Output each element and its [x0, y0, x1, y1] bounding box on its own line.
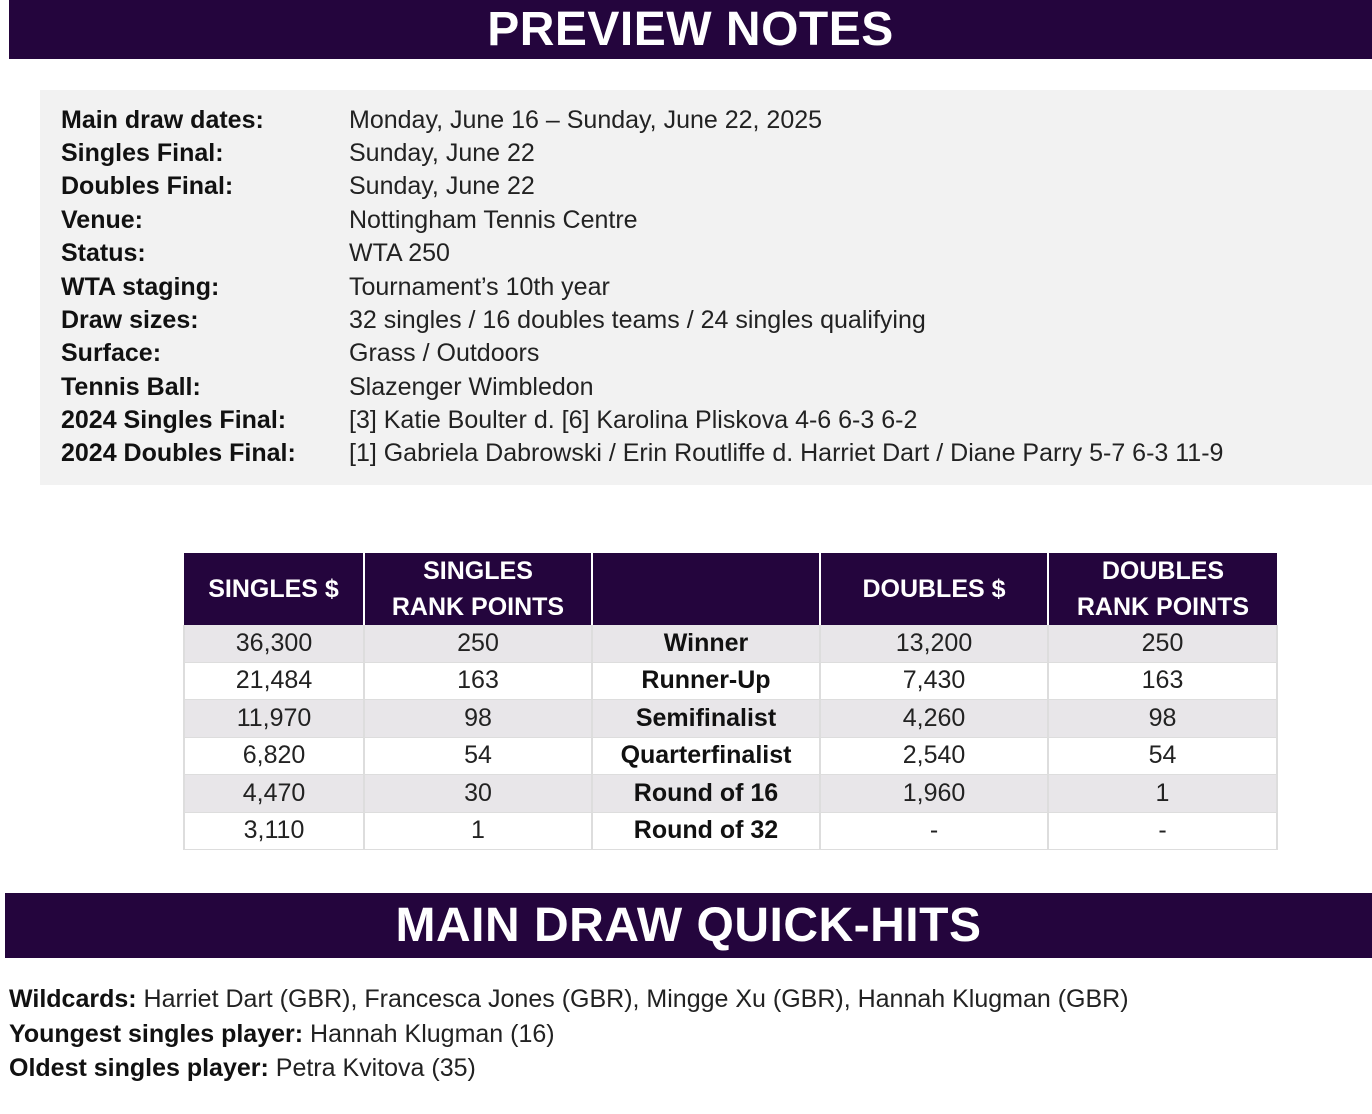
cell-singles-money: 11,970 [183, 699, 365, 738]
info-label: Doubles Final: [61, 172, 234, 200]
info-label: Surface: [61, 339, 162, 367]
cell-doubles-money: 13,200 [820, 625, 1049, 663]
cell-singles-points: 54 [364, 737, 593, 775]
table-row: 21,484 163 Runner-Up 7,430 163 [183, 662, 1278, 700]
quick-hit-label: Wildcards: [9, 985, 137, 1013]
header-doubles-points-line1: DOUBLES [1101, 557, 1225, 585]
header-singles-money-label: SINGLES $ [208, 575, 339, 603]
cell-singles-money: 3,110 [183, 812, 365, 850]
info-label: Main draw dates: [61, 106, 264, 134]
cell-singles-money: 36,300 [183, 625, 365, 663]
info-label: 2024 Singles Final: [61, 406, 287, 434]
cell-doubles-points: - [1048, 812, 1278, 850]
header-round [592, 553, 821, 625]
header-singles-points-line2: RANK POINTS [391, 593, 565, 621]
quick-hit-value: Petra Kvitova (35) [268, 1054, 476, 1082]
info-value: Sunday, June 22 [349, 172, 535, 200]
table-row: 3,110 1 Round of 32 - - [183, 812, 1278, 850]
cell-round: Winner [592, 625, 821, 663]
cell-singles-money: 6,820 [183, 737, 365, 775]
cell-doubles-points: 250 [1048, 625, 1278, 663]
cell-singles-points: 163 [364, 662, 593, 700]
preview-notes-banner: PREVIEW NOTES [9, 0, 1372, 59]
header-doubles-points-line2: RANK POINTS [1076, 593, 1250, 621]
header-doubles-points: DOUBLES RANK POINTS [1048, 553, 1277, 625]
info-value: Tournament’s 10th year [349, 273, 610, 301]
info-value: Sunday, June 22 [349, 139, 535, 167]
quick-hits-banner: MAIN DRAW QUICK-HITS [5, 893, 1372, 958]
cell-round: Round of 16 [592, 774, 821, 813]
header-doubles-money-label: DOUBLES $ [862, 575, 1006, 603]
info-label: Tennis Ball: [61, 373, 201, 401]
info-label: 2024 Doubles Final: [61, 439, 296, 467]
info-label: Venue: [61, 206, 143, 234]
cell-doubles-money: - [820, 812, 1049, 850]
cell-doubles-points: 98 [1048, 699, 1278, 738]
quick-hits-title: MAIN DRAW QUICK-HITS [395, 899, 982, 952]
cell-doubles-money: 1,960 [820, 774, 1049, 813]
cell-singles-points: 30 [364, 774, 593, 813]
prize-money-table: SINGLES $ SINGLES RANK POINTS DOUBLES $ … [183, 553, 1278, 850]
quick-hit-oldest: Oldest singles player: Petra Kvitova (35… [9, 1051, 476, 1085]
info-value: 32 singles / 16 doubles teams / 24 singl… [349, 306, 926, 334]
info-label: Singles Final: [61, 139, 224, 167]
preview-notes-title: PREVIEW NOTES [487, 3, 894, 56]
cell-doubles-points: 54 [1048, 737, 1278, 775]
header-singles-points: SINGLES RANK POINTS [364, 553, 593, 625]
info-label: Draw sizes: [61, 306, 199, 334]
info-value: [3] Katie Boulter d. [6] Karolina Plisko… [349, 406, 918, 434]
header-doubles-money: DOUBLES $ [820, 553, 1049, 625]
cell-doubles-money: 4,260 [820, 699, 1049, 738]
cell-singles-points: 250 [364, 625, 593, 663]
quick-hit-value: Harriet Dart (GBR), Francesca Jones (GBR… [136, 985, 1129, 1013]
cell-round: Round of 32 [592, 812, 821, 850]
cell-singles-points: 1 [364, 812, 593, 850]
info-value: Nottingham Tennis Centre [349, 206, 638, 234]
cell-doubles-points: 1 [1048, 774, 1278, 813]
table-row: 36,300 250 Winner 13,200 250 [183, 625, 1278, 663]
cell-singles-money: 4,470 [183, 774, 365, 813]
cell-doubles-money: 2,540 [820, 737, 1049, 775]
cell-doubles-points: 163 [1048, 662, 1278, 700]
info-value: WTA 250 [349, 239, 450, 267]
table-header-row: SINGLES $ SINGLES RANK POINTS DOUBLES $ … [184, 553, 1277, 625]
header-singles-money: SINGLES $ [184, 553, 365, 625]
table-row: 11,970 98 Semifinalist 4,260 98 [183, 699, 1278, 738]
quick-hit-value: Hannah Klugman (16) [303, 1020, 555, 1048]
info-value: [1] Gabriela Dabrowski / Erin Routliffe … [349, 439, 1224, 467]
info-label: Status: [61, 239, 146, 267]
info-label: WTA staging: [61, 273, 220, 301]
table-row: 4,470 30 Round of 16 1,960 1 [183, 774, 1278, 813]
cell-singles-money: 21,484 [183, 662, 365, 700]
header-singles-points-line1: SINGLES [423, 557, 533, 585]
quick-hit-wildcards: Wildcards: Harriet Dart (GBR), Francesca… [9, 982, 1129, 1016]
cell-round: Runner-Up [592, 662, 821, 700]
cell-doubles-money: 7,430 [820, 662, 1049, 700]
table-row: 6,820 54 Quarterfinalist 2,540 54 [183, 737, 1278, 775]
quick-hit-youngest: Youngest singles player: Hannah Klugman … [9, 1017, 555, 1051]
tournament-info-panel: Main draw dates: Monday, June 16 – Sunda… [40, 90, 1372, 485]
cell-round: Semifinalist [592, 699, 821, 738]
info-value: Slazenger Wimbledon [349, 373, 594, 401]
quick-hit-label: Youngest singles player: [9, 1020, 304, 1048]
info-value: Monday, June 16 – Sunday, June 22, 2025 [349, 106, 823, 134]
info-value: Grass / Outdoors [349, 339, 540, 367]
cell-singles-points: 98 [364, 699, 593, 738]
quick-hit-label: Oldest singles player: [9, 1054, 269, 1082]
cell-round: Quarterfinalist [592, 737, 821, 775]
